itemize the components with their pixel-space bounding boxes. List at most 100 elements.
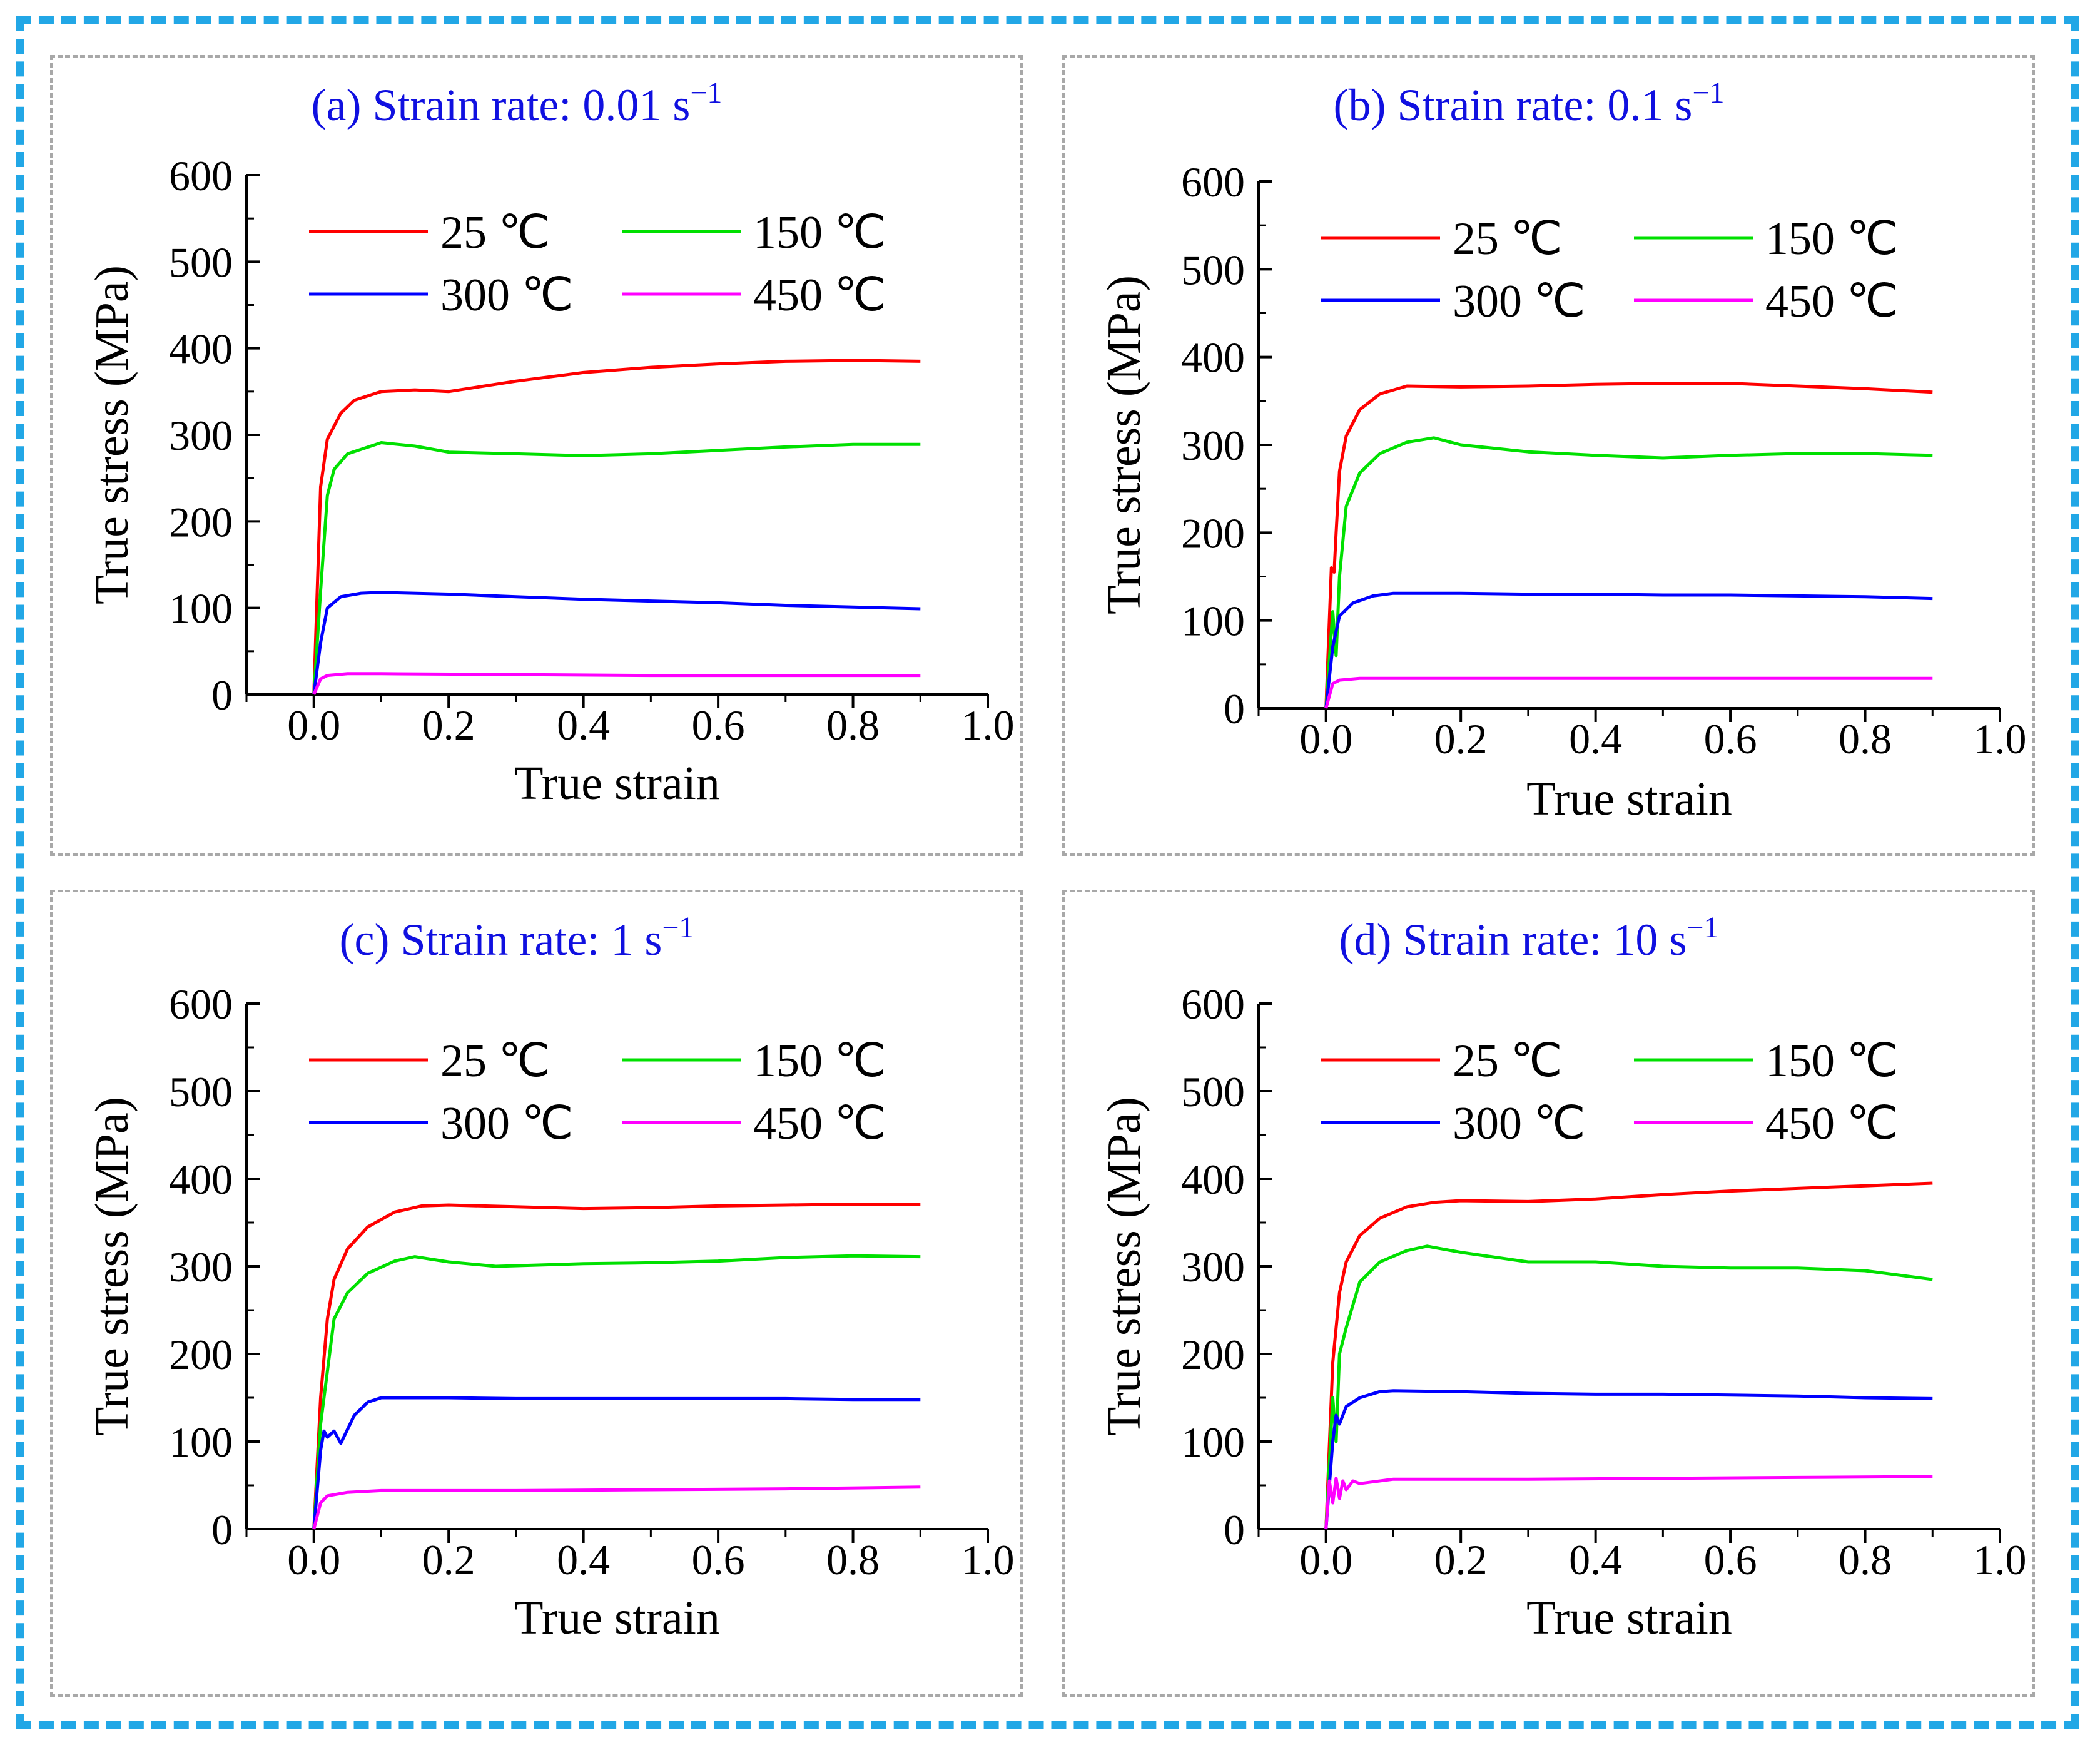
x-tick-label-c: 0.4 <box>557 1536 610 1584</box>
legend-label-a-2: 300 ℃ <box>440 270 574 321</box>
series-line-c-2 <box>312 1396 921 1530</box>
series-line-b-3 <box>1324 676 1933 709</box>
x-tick-label-c: 1.0 <box>961 1536 1015 1584</box>
x-axis-title-a: True strain <box>514 757 720 810</box>
y-tick-label-b: 100 <box>1181 598 1245 645</box>
panel-title-d: (d) Strain rate: 10 s−1 <box>1339 911 1719 965</box>
legend-label-d-0: 25 ℃ <box>1453 1035 1563 1087</box>
legend-label-d-2: 300 ℃ <box>1453 1098 1586 1149</box>
x-tick-label-c: 0.8 <box>826 1536 880 1584</box>
series-line-c-1 <box>312 1254 921 1530</box>
series-line-a-1 <box>312 441 921 695</box>
x-tick-label-b: 0.4 <box>1569 715 1622 763</box>
y-tick-label-b: 600 <box>1181 158 1245 206</box>
series-line-c-3 <box>312 1485 921 1530</box>
series-line-d-0 <box>1324 1181 1933 1530</box>
legend-label-b-1: 150 ℃ <box>1765 213 1899 265</box>
panel-title-superscript-c: −1 <box>662 911 694 944</box>
legend-label-a-3: 450 ℃ <box>753 270 886 321</box>
y-axis-title-a: True stress (MPa) <box>86 265 138 604</box>
y-tick-label-d: 100 <box>1181 1418 1245 1466</box>
panel-title-a: (a) Strain rate: 0.01 s−1 <box>312 76 723 130</box>
panel-title-b: (b) Strain rate: 0.1 s−1 <box>1334 76 1725 130</box>
x-tick-label-c: 0.2 <box>422 1536 475 1584</box>
legend-label-b-0: 25 ℃ <box>1453 213 1563 265</box>
x-tick-label-d: 0.8 <box>1839 1536 1892 1584</box>
panel-title-c: (c) Strain rate: 1 s−1 <box>340 911 694 965</box>
y-tick-label-a: 100 <box>169 585 233 633</box>
y-tick-label-a: 400 <box>169 325 233 373</box>
y-tick-label-a: 600 <box>169 152 233 200</box>
series-line-b-1 <box>1324 436 1933 709</box>
x-tick-label-b: 0.2 <box>1434 715 1488 763</box>
y-axis-title-d: True stress (MPa) <box>1098 1097 1150 1436</box>
chart-c: (c) Strain rate: 1 s−1 0 100 200 300 400 500 60… <box>86 911 1015 1644</box>
legend-label-c-3: 450 ℃ <box>753 1098 886 1149</box>
figure-frame <box>16 16 2079 1729</box>
y-tick-label-a: 300 <box>169 412 233 459</box>
x-tick-label-a: 0.4 <box>557 701 610 749</box>
series-line-a-2 <box>312 591 921 695</box>
x-tick-label-c: 0.6 <box>692 1536 745 1584</box>
x-tick-label-d: 0.0 <box>1299 1536 1352 1584</box>
x-axis-title-d: True strain <box>1526 1592 1732 1644</box>
series-line-b-0 <box>1324 382 1933 709</box>
series-line-d-1 <box>1324 1244 1933 1530</box>
y-tick-label-d: 300 <box>1181 1243 1245 1291</box>
chart-d: (d) Strain rate: 10 s−1 0 100 200 300 400 500 6… <box>1098 911 2027 1644</box>
y-axis-title-b: True stress (MPa) <box>1098 275 1150 614</box>
x-tick-label-a: 1.0 <box>961 701 1015 749</box>
x-axis-title-b: True strain <box>1526 773 1732 825</box>
y-tick-label-b: 400 <box>1181 334 1245 382</box>
legend-label-d-3: 450 ℃ <box>1765 1098 1899 1149</box>
y-tick-label-b: 300 <box>1181 422 1245 469</box>
panel-d: (d) Strain rate: 10 s−1 0 100 200 300 400 500 6… <box>1062 890 2035 1697</box>
y-tick-label-d: 600 <box>1181 980 1245 1028</box>
panel-title-superscript-d: −1 <box>1687 911 1718 944</box>
y-tick-label-d: 400 <box>1181 1156 1245 1203</box>
legend-label-b-3: 450 ℃ <box>1765 276 1899 327</box>
series-line-d-3 <box>1324 1475 1933 1530</box>
chart-b: (b) Strain rate: 0.1 s−1 0 100 200 300 400 500… <box>1098 76 2027 825</box>
y-tick-label-b: 200 <box>1181 509 1245 557</box>
x-axis-title-c: True strain <box>514 1592 720 1644</box>
y-tick-label-c: 300 <box>169 1243 233 1291</box>
panel-title-superscript-a: −1 <box>690 76 722 109</box>
series-line-a-0 <box>312 359 921 695</box>
y-tick-label-a: 500 <box>169 238 233 286</box>
y-tick-label-d: 200 <box>1181 1331 1245 1378</box>
y-tick-label-c: 600 <box>169 980 233 1028</box>
y-tick-label-a: 0 <box>211 671 233 719</box>
y-tick-label-c: 500 <box>169 1068 233 1116</box>
panel-c: (c) Strain rate: 1 s−1 0 100 200 300 400 500 60… <box>50 890 1023 1697</box>
panel-a: (a) Strain rate: 0.01 s−1 0 100 200 300 400 50… <box>50 55 1023 856</box>
x-tick-label-a: 0.0 <box>287 701 340 749</box>
x-tick-label-d: 0.2 <box>1434 1536 1488 1584</box>
legend-label-c-0: 25 ℃ <box>440 1035 550 1087</box>
y-tick-label-a: 200 <box>169 498 233 546</box>
x-tick-label-a: 0.8 <box>826 701 880 749</box>
x-tick-label-b: 0.6 <box>1704 715 1757 763</box>
x-tick-label-b: 0.0 <box>1299 715 1352 763</box>
y-tick-label-c: 200 <box>169 1331 233 1378</box>
legend-label-a-0: 25 ℃ <box>440 207 550 258</box>
y-tick-label-d: 500 <box>1181 1068 1245 1116</box>
chart-a: (a) Strain rate: 0.01 s−1 0 100 200 300 400 50… <box>86 76 1015 810</box>
y-tick-label-d: 0 <box>1224 1506 1245 1554</box>
legend-label-b-2: 300 ℃ <box>1453 276 1586 327</box>
legend-label-c-1: 150 ℃ <box>753 1035 886 1087</box>
y-tick-label-b: 500 <box>1181 246 1245 293</box>
panel-title-superscript-b: −1 <box>1692 76 1724 109</box>
series-line-b-2 <box>1324 591 1933 709</box>
x-tick-label-d: 1.0 <box>1974 1536 2027 1584</box>
legend-label-a-1: 150 ℃ <box>753 207 886 258</box>
y-tick-label-c: 0 <box>211 1506 233 1554</box>
y-tick-label-c: 100 <box>169 1418 233 1466</box>
series-line-a-3 <box>312 672 921 695</box>
x-tick-label-b: 1.0 <box>1974 715 2027 763</box>
panel-b: (b) Strain rate: 0.1 s−1 0 100 200 300 400 500… <box>1062 55 2035 856</box>
x-tick-label-a: 0.6 <box>692 701 745 749</box>
x-tick-label-a: 0.2 <box>422 701 475 749</box>
legend-label-d-1: 150 ℃ <box>1765 1035 1899 1087</box>
series-line-d-2 <box>1324 1389 1933 1530</box>
